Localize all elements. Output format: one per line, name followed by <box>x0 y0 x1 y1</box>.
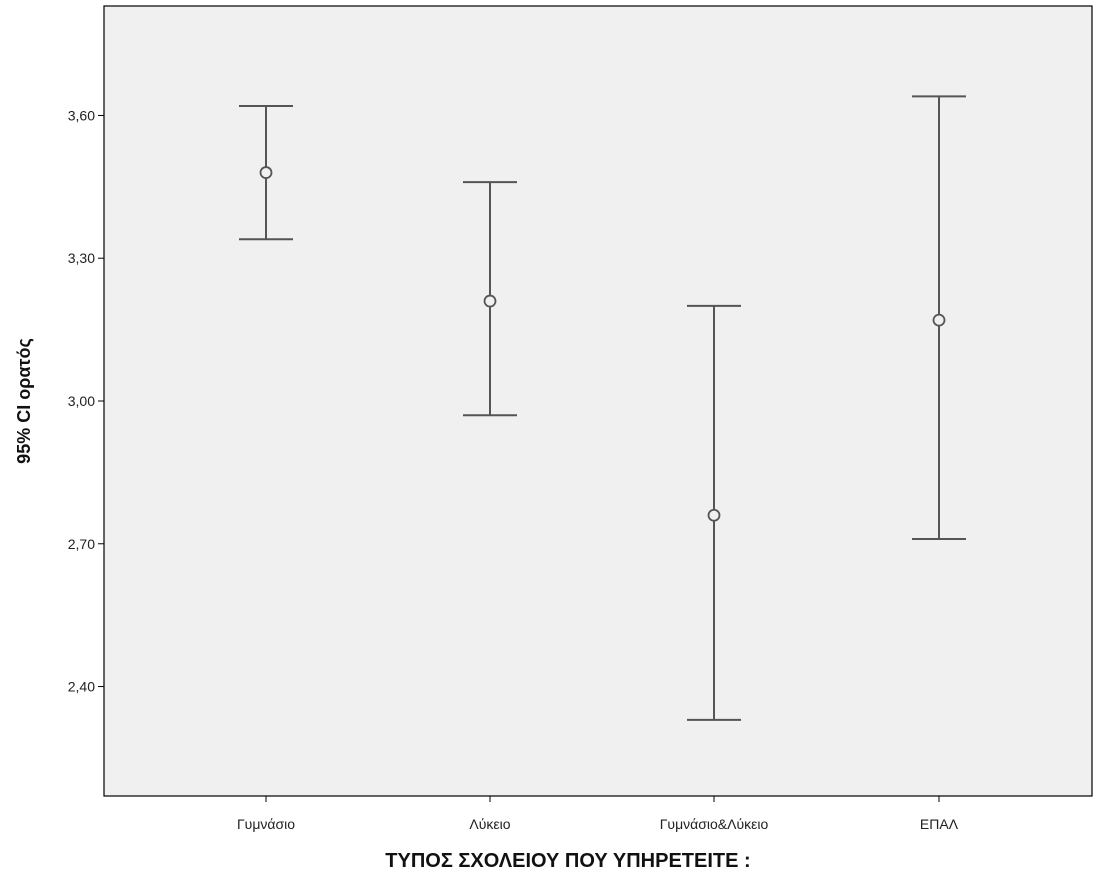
x-tick-label: ΕΠΑΛ <box>920 816 959 832</box>
plot-area <box>103 5 1093 797</box>
x-axis-title: ΤΥΠΟΣ ΣΧΟΛΕΙΟΥ ΠΟΥ ΥΠΗΡΕΤΕΙΤΕ : <box>385 850 750 872</box>
mean-point <box>707 508 721 522</box>
mean-point <box>932 313 946 327</box>
y-tick-label: 3,30 <box>68 250 95 266</box>
x-axis: Γυμνάσιο Λύκειο Γυμνάσιο&Λύκειο ΕΠΑΛ <box>237 796 959 832</box>
y-axis: 2,40 2,70 3,00 3,30 3,60 <box>68 107 104 695</box>
y-tick-label: 3,00 <box>68 393 95 409</box>
mean-point <box>259 166 273 179</box>
y-tick-label: 2,70 <box>68 536 95 552</box>
mean-point <box>483 294 497 308</box>
error-bars <box>239 95 966 721</box>
y-tick-label: 2,40 <box>68 679 95 695</box>
x-tick-label: Γυμνάσιο <box>237 816 295 832</box>
y-tick-label: 3,60 <box>68 107 95 123</box>
x-tick-label: Γυμνάσιο&Λύκειο <box>660 816 769 832</box>
x-tick-label: Λύκειο <box>469 816 510 832</box>
y-axis-title: 95% CI ορατός <box>14 338 34 464</box>
